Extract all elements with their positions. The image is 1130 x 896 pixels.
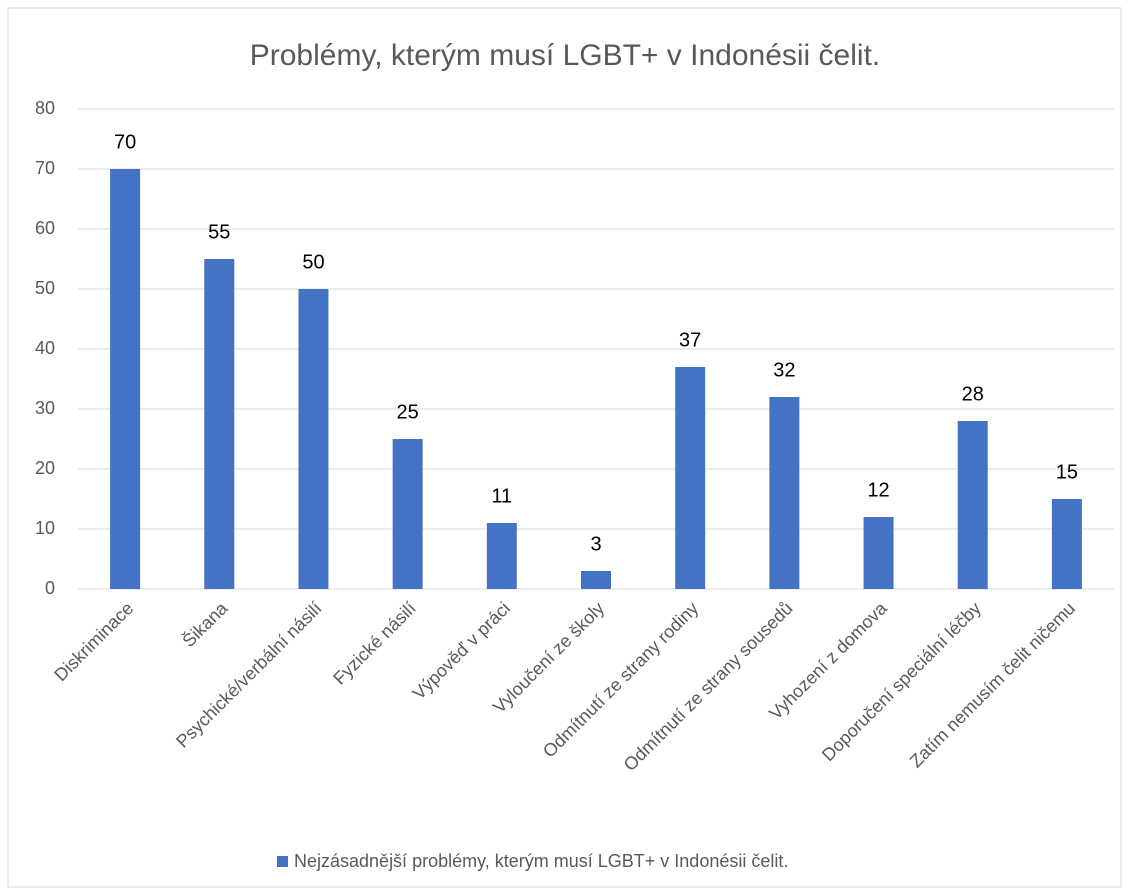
bar	[486, 523, 517, 589]
bar	[204, 259, 235, 589]
chart-border	[7, 7, 1122, 888]
chart-title: Problémy, kterým musí LGBT+ v Indonésii …	[250, 39, 880, 72]
bar	[675, 367, 706, 589]
data-label: 12	[867, 479, 889, 501]
y-tick-label: 80	[35, 98, 55, 118]
data-label: 3	[590, 533, 601, 555]
bar	[769, 397, 800, 589]
bar	[863, 517, 894, 589]
y-tick-label: 60	[35, 218, 55, 238]
data-label: 37	[679, 329, 701, 351]
data-label: 11	[491, 485, 512, 507]
bar	[110, 169, 141, 589]
data-label: 70	[114, 131, 136, 153]
bar	[581, 571, 611, 589]
data-label: 25	[397, 401, 419, 423]
y-tick-label: 20	[35, 458, 55, 478]
legend-swatch	[277, 856, 288, 867]
y-tick-label: 50	[35, 278, 55, 298]
y-tick-label: 70	[35, 158, 55, 178]
data-label: 32	[773, 359, 795, 381]
bar	[1051, 499, 1082, 589]
data-label: 15	[1056, 461, 1078, 483]
y-tick-label: 40	[35, 338, 55, 358]
y-tick-label: 0	[45, 578, 55, 598]
bar	[392, 439, 423, 589]
bar	[957, 421, 988, 589]
y-tick-label: 30	[35, 398, 55, 418]
data-label: 55	[208, 221, 230, 243]
y-tick-label: 10	[35, 518, 55, 538]
data-label: 28	[962, 383, 984, 405]
data-label: 50	[302, 251, 324, 273]
bar	[298, 289, 329, 589]
legend-label: Nejzásadnější problémy, kterým musí LGBT…	[294, 851, 788, 871]
